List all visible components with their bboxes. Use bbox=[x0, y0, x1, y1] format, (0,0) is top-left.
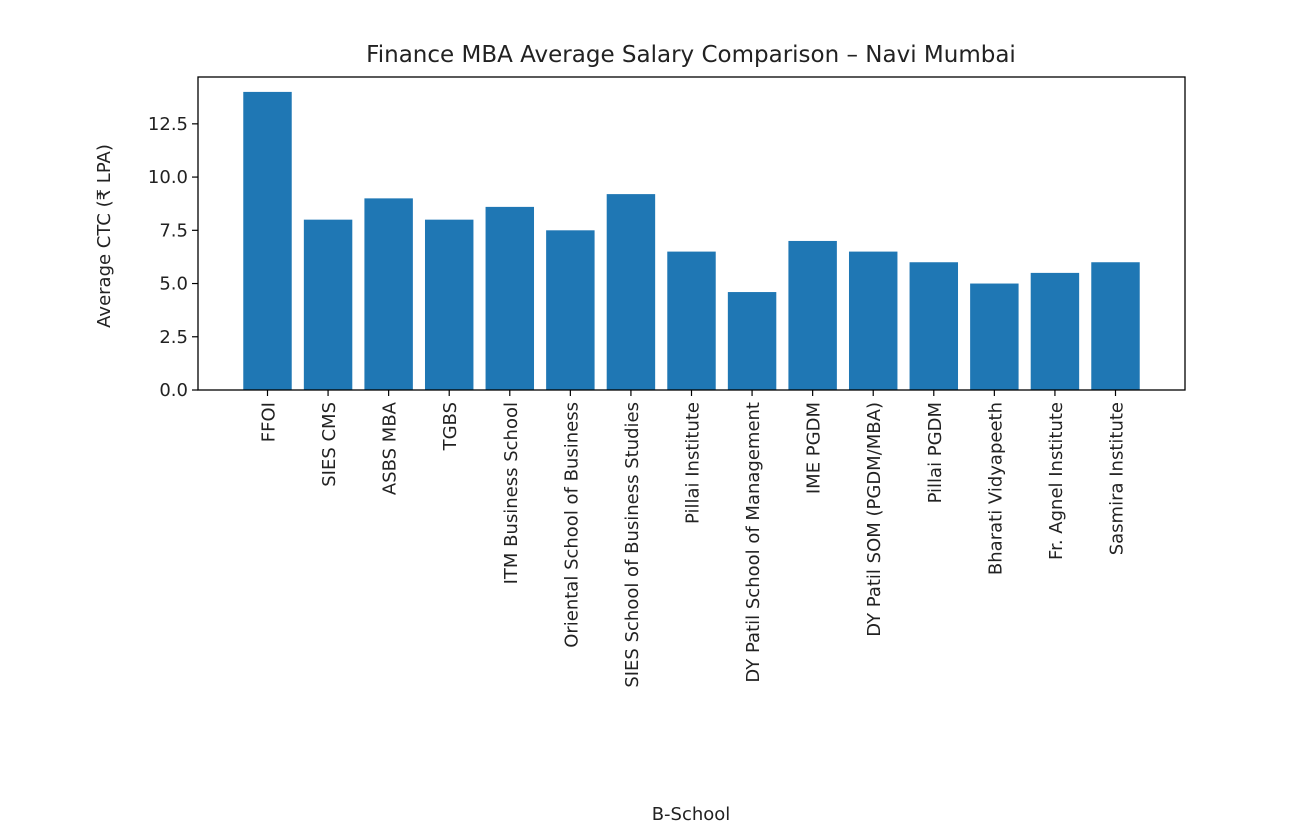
y-tick-label: 0.0 bbox=[159, 380, 188, 401]
y-tick-label: 2.5 bbox=[159, 327, 188, 348]
x-tick-label: Sasmira Institute bbox=[1107, 402, 1128, 555]
x-tick-label: FFOI bbox=[259, 402, 280, 442]
bar bbox=[364, 198, 413, 390]
x-tick-label: DY Patil School of Management bbox=[743, 402, 764, 683]
y-axis-label: Average CTC (₹ LPA) bbox=[94, 144, 115, 328]
bar bbox=[970, 283, 1019, 390]
bar bbox=[727, 292, 777, 390]
bar bbox=[546, 230, 595, 390]
x-tick-label: Pillai Institute bbox=[683, 402, 704, 524]
x-tick-label: Pillai PGDM bbox=[925, 402, 946, 503]
y-tick-label: 12.5 bbox=[148, 114, 188, 135]
x-tick-label: DY Patil SOM (PGDM/MBA) bbox=[864, 402, 885, 637]
x-tick-label: Bharati Vidyapeeth bbox=[985, 402, 1006, 575]
bar bbox=[848, 251, 898, 390]
x-tick-label: TGBS bbox=[440, 402, 461, 451]
x-tick-label: ASBS MBA bbox=[380, 401, 401, 495]
x-tick-label: SIES CMS bbox=[319, 402, 340, 487]
bar bbox=[1091, 262, 1140, 390]
x-tick-label: Oriental School of Business bbox=[561, 402, 582, 648]
x-tick-label: ITM Business School bbox=[501, 402, 522, 584]
bar bbox=[303, 219, 353, 390]
bar bbox=[1030, 272, 1080, 390]
y-tick-label: 10.0 bbox=[148, 167, 188, 188]
bar bbox=[788, 240, 837, 390]
x-tick-label: SIES School of Business Studies bbox=[622, 402, 643, 688]
x-tick-label: IME PGDM bbox=[804, 402, 825, 494]
y-tick-label: 7.5 bbox=[159, 220, 188, 241]
x-axis-label: B-School bbox=[652, 804, 731, 825]
bar bbox=[667, 251, 716, 390]
bar bbox=[909, 262, 959, 390]
bar bbox=[243, 91, 292, 391]
y-tick-label: 5.0 bbox=[159, 274, 188, 295]
chart-title: Finance MBA Average Salary Comparison – … bbox=[366, 42, 1016, 68]
bar bbox=[485, 206, 535, 390]
x-tick-label: Fr. Agnel Institute bbox=[1046, 402, 1067, 560]
bar bbox=[606, 194, 656, 390]
bar bbox=[424, 219, 474, 390]
